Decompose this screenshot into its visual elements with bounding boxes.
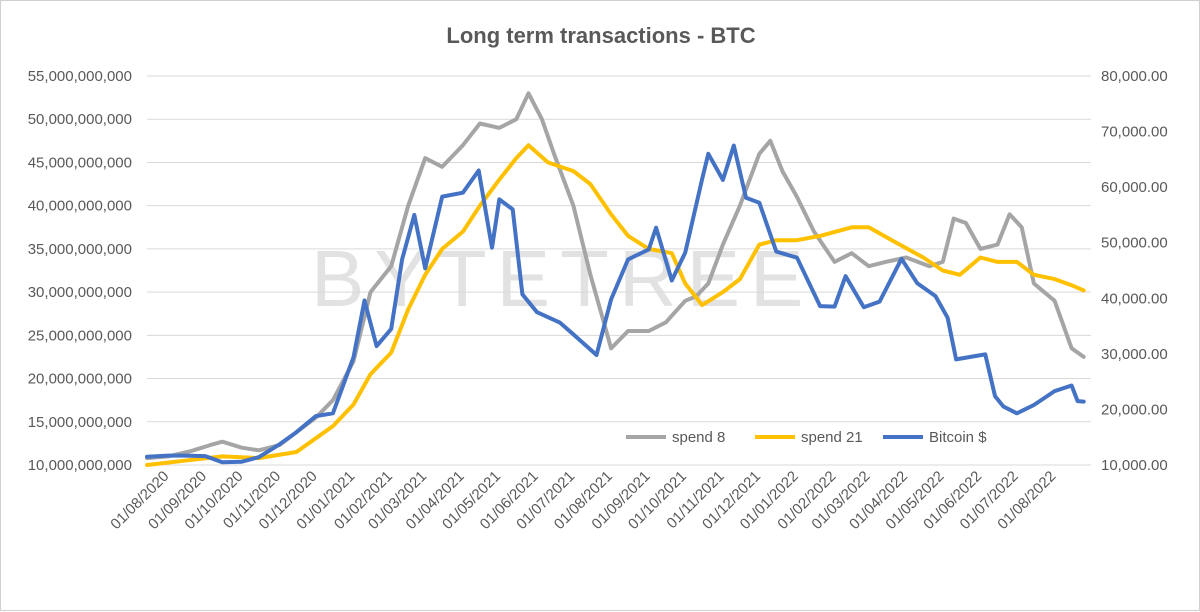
chart-title: Long term transactions - BTC [446,23,755,48]
left-tick-label: 55,000,000,000 [28,68,132,85]
right-tick-label: 80,000.00 [1101,68,1168,85]
left-tick-label: 25,000,000,000 [28,327,132,344]
right-tick-label: 40,000.00 [1101,290,1168,307]
left-tick-label: 45,000,000,000 [28,154,132,171]
right-tick-label: 60,000.00 [1101,179,1168,196]
gridlines [147,75,1091,423]
left-tick-label: 30,000,000,000 [28,284,132,301]
left-tick-label: 35,000,000,000 [28,241,132,258]
legend-label: Bitcoin $ [929,429,987,446]
right-tick-label: 20,000.00 [1101,401,1168,418]
right-tick-label: 10,000.00 [1101,457,1168,474]
right-tick-label: 30,000.00 [1101,346,1168,363]
left-tick-label: 40,000,000,000 [28,198,132,215]
series-line-bitcoin [145,143,1086,465]
series-lines [145,91,1086,467]
legend-label: spend 8 [672,429,725,446]
legend: spend 8 spend 21 Bitcoin $ [626,429,987,446]
right-tick-label: 50,000.00 [1101,235,1168,252]
left-tick-label: 15,000,000,000 [28,414,132,431]
x-axis-ticks: 01/08/202001/09/202001/10/202001/11/2020… [107,468,1059,533]
series-line-spend-8 [145,91,1086,461]
right-tick-label: 70,000.00 [1101,124,1168,141]
left-axis-ticks: 10,000,000,000 15,000,000,000 20,000,000,0… [28,68,132,474]
left-tick-label: 10,000,000,000 [28,457,132,474]
right-axis-ticks: 10,000.00 20,000.00 30,000.00 40,000.00 50,0… [1101,68,1168,474]
left-tick-label: 20,000,000,000 [28,371,132,388]
legend-label: spend 21 [801,429,863,446]
left-tick-label: 50,000,000,000 [28,111,132,128]
